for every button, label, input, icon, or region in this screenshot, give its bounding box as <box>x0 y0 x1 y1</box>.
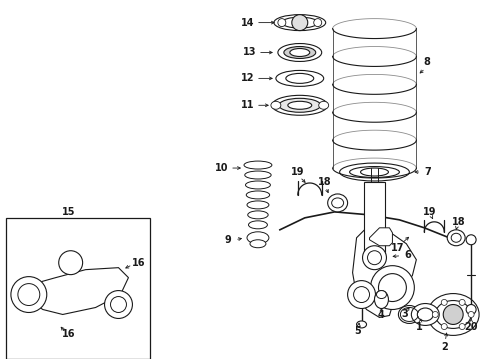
Polygon shape <box>26 268 128 315</box>
Ellipse shape <box>276 71 324 86</box>
Ellipse shape <box>247 201 269 209</box>
Text: 19: 19 <box>422 207 436 217</box>
Circle shape <box>378 274 406 302</box>
Text: 10: 10 <box>215 163 229 173</box>
Text: 13: 13 <box>243 48 257 58</box>
Circle shape <box>278 19 286 27</box>
Ellipse shape <box>278 44 322 62</box>
Text: 11: 11 <box>241 100 255 110</box>
Ellipse shape <box>248 211 268 219</box>
Ellipse shape <box>417 308 433 321</box>
Text: 18: 18 <box>452 217 466 227</box>
Circle shape <box>354 287 369 302</box>
Ellipse shape <box>245 181 270 189</box>
Text: 7: 7 <box>424 167 431 177</box>
Polygon shape <box>369 228 392 246</box>
Ellipse shape <box>328 194 347 212</box>
Ellipse shape <box>374 291 389 309</box>
Ellipse shape <box>286 73 314 84</box>
Circle shape <box>11 276 47 312</box>
Text: 16: 16 <box>132 258 145 268</box>
Circle shape <box>459 300 465 305</box>
Ellipse shape <box>451 233 461 242</box>
Circle shape <box>466 235 476 245</box>
Circle shape <box>443 305 463 324</box>
Ellipse shape <box>248 221 268 229</box>
Ellipse shape <box>246 191 270 199</box>
Ellipse shape <box>245 171 271 179</box>
Circle shape <box>363 246 387 270</box>
Circle shape <box>432 311 438 318</box>
Ellipse shape <box>247 232 269 244</box>
Text: 12: 12 <box>241 73 255 84</box>
Circle shape <box>466 305 476 315</box>
Ellipse shape <box>274 15 326 31</box>
Ellipse shape <box>349 167 399 177</box>
Ellipse shape <box>290 49 310 57</box>
Ellipse shape <box>244 161 272 169</box>
Text: 17: 17 <box>391 243 404 253</box>
Ellipse shape <box>332 198 343 208</box>
Ellipse shape <box>271 101 281 109</box>
Ellipse shape <box>284 46 316 58</box>
Ellipse shape <box>427 293 479 336</box>
Ellipse shape <box>435 301 471 328</box>
Text: 19: 19 <box>291 167 305 177</box>
Circle shape <box>370 266 415 310</box>
Circle shape <box>59 251 83 275</box>
Ellipse shape <box>288 101 312 109</box>
Text: 16: 16 <box>62 329 75 339</box>
Ellipse shape <box>357 321 367 328</box>
Circle shape <box>368 251 382 265</box>
Ellipse shape <box>272 95 328 115</box>
Text: 3: 3 <box>401 310 408 319</box>
Circle shape <box>104 291 132 319</box>
Circle shape <box>459 324 465 329</box>
Text: 1: 1 <box>416 323 423 332</box>
Circle shape <box>468 311 474 318</box>
Ellipse shape <box>279 98 321 112</box>
Ellipse shape <box>361 168 389 176</box>
Circle shape <box>292 15 308 31</box>
Ellipse shape <box>318 101 329 109</box>
Text: 18: 18 <box>318 177 332 187</box>
Circle shape <box>441 300 447 305</box>
Text: 8: 8 <box>424 58 431 67</box>
Text: 4: 4 <box>378 310 385 320</box>
Ellipse shape <box>447 230 465 246</box>
Circle shape <box>18 284 40 306</box>
Ellipse shape <box>282 17 318 28</box>
Ellipse shape <box>398 306 420 323</box>
Text: 9: 9 <box>225 235 231 245</box>
Text: 20: 20 <box>465 323 478 332</box>
Circle shape <box>314 19 322 27</box>
Circle shape <box>111 297 126 312</box>
Text: 5: 5 <box>354 327 361 336</box>
Bar <box>364 182 386 258</box>
Bar <box>6 218 150 359</box>
Ellipse shape <box>340 163 409 181</box>
Ellipse shape <box>376 291 387 298</box>
Text: 14: 14 <box>241 18 255 28</box>
Text: 2: 2 <box>441 342 447 352</box>
Circle shape <box>347 280 375 309</box>
Text: 15: 15 <box>62 207 75 217</box>
Circle shape <box>441 324 447 329</box>
Text: 6: 6 <box>404 250 411 260</box>
Polygon shape <box>353 228 416 318</box>
Ellipse shape <box>250 240 266 248</box>
Ellipse shape <box>412 303 439 325</box>
